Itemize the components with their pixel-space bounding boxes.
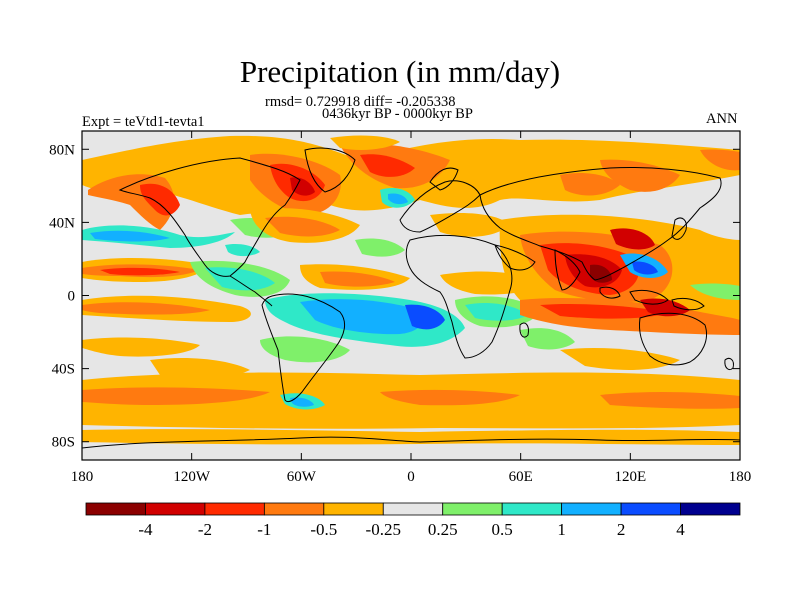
x-tick-label: 60E: [509, 469, 533, 485]
colorbar-swatch: [85, 502, 146, 516]
chart-title: Precipitation (in mm/day): [239, 54, 561, 89]
colorbar-swatch: [620, 502, 681, 516]
map-field: [82, 131, 740, 460]
colorbar-label: 2: [617, 520, 626, 539]
y-tick-label: 80N: [49, 142, 75, 158]
x-tick-label: 0: [407, 469, 415, 485]
arctic-drying: [82, 135, 740, 230]
colorbar-label: 0.5: [492, 520, 513, 539]
stats-line: rmsd= 0.729918 diff= -0.205338: [265, 94, 456, 110]
colorbar-label: 0.25: [428, 520, 458, 539]
colorbar-swatch: [680, 502, 741, 516]
coastlines: [82, 147, 740, 449]
colorbar-label: -0.25: [366, 520, 401, 539]
season-label: ANN: [706, 111, 738, 127]
y-axis: 80N 40N 0 40S 80S: [49, 142, 740, 451]
colorbar-swatch: [204, 502, 265, 516]
colorbar-label: -0.5: [310, 520, 337, 539]
colorbar-swatch: [382, 502, 444, 516]
colorbar-swatch: [442, 502, 503, 516]
x-tick-label: 180: [71, 469, 94, 485]
x-tick-label: 180: [729, 469, 752, 485]
x-tick-label: 60W: [287, 469, 317, 485]
x-axis: 180 120W 60W 0 60E 120E 180: [71, 131, 752, 485]
tropical-wet: [190, 238, 575, 363]
x-tick-label: 120W: [173, 469, 211, 485]
colorbar-label: 4: [676, 520, 685, 539]
colorbar: -4 -2 -1 -0.5 -0.25 0.25 0.5 1 2 4: [85, 502, 741, 539]
y-tick-label: 40S: [52, 362, 75, 378]
southern-band: [82, 337, 740, 445]
colorbar-label: 1: [557, 520, 566, 539]
colorbar-swatch: [263, 502, 325, 516]
period-line: 0436kyr BP - 0000kyr BP: [322, 106, 473, 122]
colorbar-label: -2: [198, 520, 212, 539]
y-tick-label: 80S: [52, 435, 75, 451]
experiment-label: Expt = teVtd1-tevta1: [82, 114, 205, 130]
colorbar-label: -4: [138, 520, 153, 539]
colorbar-label: -1: [257, 520, 271, 539]
colorbar-swatch: [323, 502, 384, 516]
y-tick-label: 40N: [49, 215, 75, 231]
subtropical-bands: [82, 208, 410, 322]
y-tick-label: 0: [68, 289, 76, 305]
colorbar-swatch: [561, 502, 622, 516]
colorbar-swatch: [145, 502, 206, 516]
x-tick-label: 120E: [614, 469, 646, 485]
colorbar-swatch: [501, 502, 563, 516]
